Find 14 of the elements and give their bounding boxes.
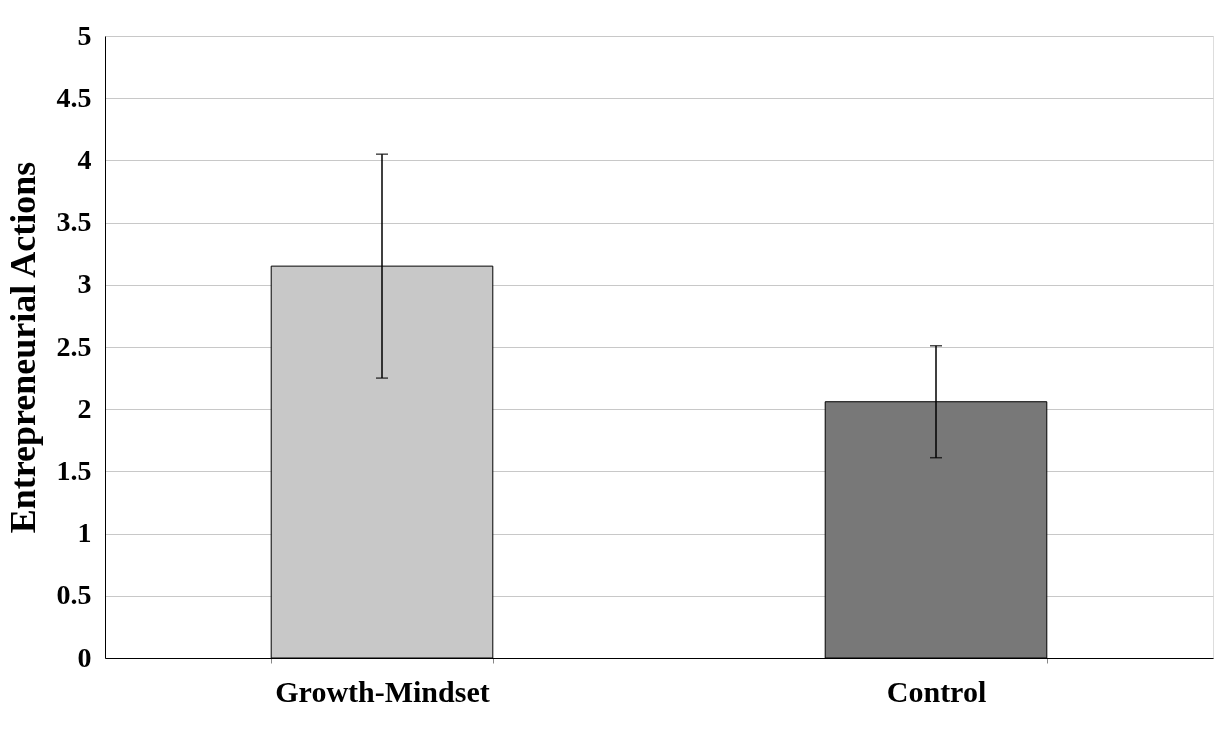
- y-tick-label: 0.5: [56, 579, 92, 611]
- x-tick-label: Control: [886, 674, 987, 708]
- y-tick-label: 4.5: [56, 81, 92, 113]
- y-tick-label: 5: [77, 19, 92, 51]
- y-tick-label: 3: [77, 268, 92, 300]
- x-tick-label: Growth-Mindset: [275, 674, 490, 708]
- y-tick-label: 1.5: [56, 454, 92, 486]
- y-tick-label: 3.5: [56, 206, 92, 238]
- y-tick-label: 1: [77, 517, 92, 549]
- y-tick-label: 0: [77, 641, 92, 673]
- y-tick-label: 4: [77, 143, 92, 175]
- y-tick-label: 2: [77, 392, 92, 424]
- y-axis-title: Entrepreneurial Actions: [2, 161, 43, 534]
- y-tick-label: 2.5: [56, 330, 92, 362]
